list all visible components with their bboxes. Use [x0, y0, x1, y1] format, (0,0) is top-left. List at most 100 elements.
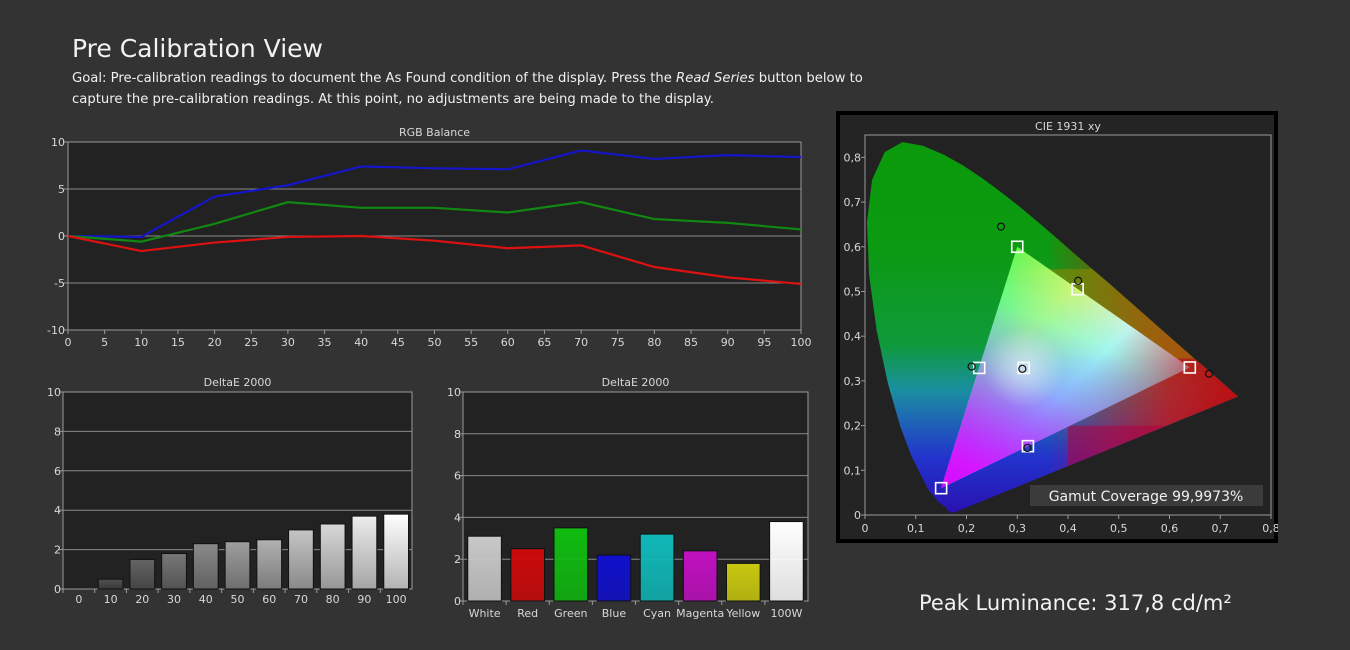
x-tick-label: 30 [281, 336, 295, 349]
x-tick-label: 0,7 [1212, 522, 1230, 535]
measured-point [967, 362, 976, 371]
y-tick-label: 6 [454, 470, 461, 483]
x-tick-label: 15 [171, 336, 185, 349]
y-tick-label: 10 [51, 136, 65, 149]
x-tick-label: Red [517, 607, 538, 620]
y-tick-label: -5 [54, 277, 65, 290]
gamut-coverage-box [1030, 485, 1263, 506]
bar [319, 523, 346, 590]
chart-title: CIE 1931 xy [1035, 120, 1101, 133]
bar [639, 533, 675, 602]
x-tick-label: 90 [357, 593, 371, 606]
target-marker [1183, 361, 1197, 374]
chart-title: RGB Balance [399, 126, 470, 139]
x-tick-label: 45 [391, 336, 405, 349]
x-tick-label: 0 [862, 522, 869, 535]
x-tick-label: 0 [65, 336, 72, 349]
y-tick-label: 8 [454, 428, 461, 441]
bar [97, 578, 124, 590]
x-tick-label: 0,8 [1262, 522, 1278, 535]
bar [553, 527, 589, 602]
x-tick-label: 20 [135, 593, 149, 606]
x-tick-label: 0 [75, 593, 82, 606]
bar [192, 543, 219, 590]
x-tick-label: 100W [771, 607, 803, 620]
x-tick-label: 0,1 [907, 522, 925, 535]
x-tick-label: Blue [602, 607, 627, 620]
series-line-1 [67, 201, 802, 243]
x-tick-label: 55 [464, 336, 478, 349]
bar [256, 539, 283, 590]
y-tick-label: -10 [47, 324, 65, 337]
x-tick-label: 75 [611, 336, 625, 349]
x-tick-label: Cyan [643, 607, 671, 620]
deltae-color-chart: DeltaE 2000 10 8 6 4 2 0 White Red Green Blue Cyan M… [447, 376, 809, 620]
y-tick-label: 0,2 [844, 420, 862, 433]
x-tick-label: Green [554, 607, 587, 620]
y-tick-label: 6 [54, 465, 61, 478]
x-tick-label: 80 [647, 336, 661, 349]
bar [769, 521, 804, 602]
goal-text: Goal: Pre-calibration readings to docume… [72, 68, 872, 110]
y-tick-label: 5 [58, 183, 65, 196]
x-tick-label: 40 [199, 593, 213, 606]
page-title: Pre Calibration View [72, 34, 323, 63]
measured-point [1018, 364, 1027, 373]
bar [351, 515, 378, 590]
x-tick-label: 40 [354, 336, 368, 349]
series-line-0 [67, 149, 802, 239]
x-tick-label: 35 [318, 336, 332, 349]
x-tick-label: 0,3 [1009, 522, 1027, 535]
y-tick-label: 0,5 [844, 285, 862, 298]
y-tick-label: 0,1 [844, 464, 862, 477]
y-tick-label: 0,8 [844, 151, 862, 164]
x-tick-label: 25 [244, 336, 258, 349]
bar [467, 535, 502, 602]
bar [129, 558, 156, 590]
x-tick-label: 50 [231, 593, 245, 606]
goal-text-pre: Goal: Pre-calibration readings to docume… [72, 71, 677, 86]
x-tick-label: 20 [208, 336, 222, 349]
x-tick-label: 10 [104, 593, 118, 606]
target-marker [972, 361, 986, 375]
y-tick-label: 4 [54, 504, 61, 517]
y-tick-label: 0,7 [844, 196, 862, 209]
measured-point [996, 222, 1006, 231]
bar [596, 554, 632, 602]
x-tick-label: 90 [721, 336, 735, 349]
measured-point [1074, 276, 1083, 285]
x-tick-label: White [469, 607, 501, 620]
bar [725, 562, 761, 602]
x-tick-label: 50 [428, 336, 442, 349]
x-tick-label: 60 [501, 336, 515, 349]
x-tick-label: 80 [326, 593, 340, 606]
y-tick-label: 0 [454, 595, 461, 608]
chart-title: DeltaE 2000 [602, 376, 670, 389]
white-glow [983, 327, 1064, 408]
x-tick-label: 0,6 [1161, 522, 1179, 535]
x-tick-label: 10 [134, 336, 148, 349]
y-tick-label: 0 [58, 230, 65, 243]
y-tick-label: 0 [54, 583, 61, 596]
target-marker [1010, 240, 1024, 254]
bar [682, 550, 718, 602]
x-tick-label: 60 [262, 593, 276, 606]
x-tick-label: 70 [574, 336, 588, 349]
y-tick-label: 8 [54, 425, 61, 438]
bar [224, 541, 251, 590]
peak-luminance: Peak Luminance: 317,8 cd/m² [919, 591, 1232, 615]
y-tick-label: 10 [47, 386, 61, 399]
gamut-triangle-magenta [941, 246, 1190, 489]
y-tick-label: 2 [454, 553, 461, 566]
x-tick-label: 0,2 [958, 522, 976, 535]
series-line-2 [67, 234, 802, 286]
measured-point [1023, 443, 1032, 453]
y-tick-label: 0,3 [844, 375, 862, 388]
cie-1931-chart: CIE 1931 xy 0 0,1 0,2 0,3 0,4 0,5 0,6 0,7 0,8 0,8 0… [836, 111, 1278, 543]
read-series-emphasis: Read Series [676, 71, 755, 86]
x-tick-label: 100 [791, 336, 812, 349]
measured-point [1204, 369, 1214, 378]
x-tick-label: 85 [684, 336, 698, 349]
